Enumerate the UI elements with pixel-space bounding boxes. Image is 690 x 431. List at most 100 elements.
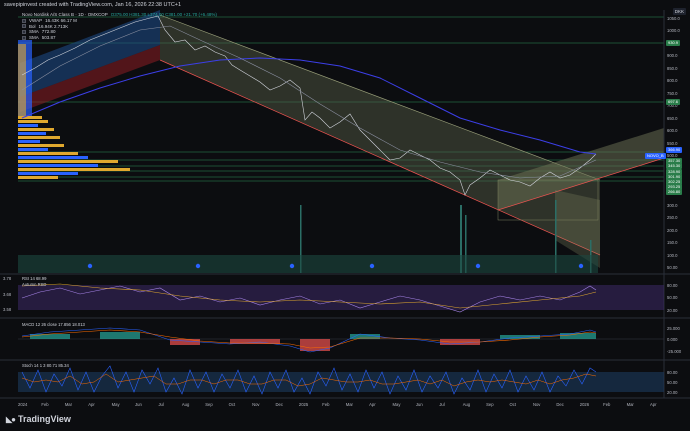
price-level-tag[interactable]: 293.25 — [666, 184, 683, 190]
time-tick: 2024 — [18, 402, 28, 407]
stoch-band — [18, 372, 664, 392]
projection-zone — [555, 190, 600, 268]
tradingview-logo[interactable]: ◣● TradingView — [6, 414, 71, 424]
stoch-right-tick: 50.00 — [667, 380, 678, 385]
macd-signal-line[interactable] — [21, 329, 597, 349]
event-markers[interactable] — [87, 263, 584, 269]
rising-channel-upper[interactable] — [20, 10, 160, 97]
price-tick: 1000.0 — [667, 28, 680, 34]
rsi-line[interactable] — [21, 285, 597, 313]
legend-row[interactable]: Bol 16.94K 2.713K — [22, 24, 217, 30]
volume-profile — [18, 40, 130, 179]
time-tick: Dec — [275, 402, 283, 407]
price-level-tag[interactable]: 930.9 — [666, 40, 681, 46]
price-level-tag[interactable]: 345.30 — [666, 163, 683, 169]
falling-channel[interactable] — [160, 15, 600, 255]
legend-panel: Novo Nordisk A/S Class B · 1D · OMXCOP O… — [22, 12, 217, 41]
price-tick: 850.0 — [667, 65, 678, 71]
price-tick: 550.0 — [667, 140, 678, 146]
time-tick: Feb — [41, 402, 49, 407]
time-tick: Jun — [415, 402, 423, 407]
tradingview-mark-icon: ◣● — [6, 414, 16, 424]
eye-icon — [22, 18, 26, 23]
legend-row[interactable]: SMA 772.80 — [22, 29, 217, 35]
macd-line[interactable] — [21, 327, 597, 353]
chart-credit: savepipinvest created with TradingView.c… — [4, 2, 182, 8]
eye-icon — [22, 36, 26, 41]
sma-slow-line[interactable] — [21, 57, 597, 155]
price-tick: 500.0 — [667, 152, 678, 158]
rsi-right-tick: 50.00 — [667, 295, 678, 300]
price-tick: 250.0 — [667, 215, 678, 221]
time-tick: Dec — [556, 402, 564, 407]
currency-badge[interactable]: DKK — [672, 8, 686, 15]
price-tick: 600.0 — [667, 128, 678, 134]
price-level-tag[interactable]: 301.90 — [666, 174, 683, 180]
price-level-tag[interactable]: 366.90 — [666, 147, 683, 153]
rsi-sub-label: Autumn RSD — [22, 282, 47, 287]
eye-icon — [22, 30, 26, 35]
pane-separators[interactable] — [0, 10, 690, 399]
price-level-tag[interactable]: 266.80 — [666, 189, 683, 195]
time-tick: Oct — [228, 402, 236, 407]
time-tick: Apr — [88, 402, 95, 407]
rsi-left-tick: 3.58 — [3, 307, 12, 312]
time-tick: Sep — [486, 402, 494, 407]
rsi-ma-line[interactable] — [21, 283, 597, 309]
price-tick: 200.0 — [667, 227, 678, 233]
rsi-label[interactable]: RSI 14 68.99 — [22, 276, 47, 281]
price-tick: 750.0 — [667, 90, 678, 96]
time-tick: Jul — [439, 402, 445, 407]
macd-label[interactable]: MACD 12 26 close 17.856 18.013 — [22, 322, 85, 327]
time-tick: Jul — [158, 402, 164, 407]
stoch-right-tick: 80.00 — [667, 370, 678, 375]
price-tick: 1050.0 — [667, 16, 680, 21]
price-level-tag[interactable]: 697.6 — [666, 99, 681, 105]
stoch-d-line[interactable] — [21, 373, 597, 387]
symbol-name[interactable]: Novo Nordisk A/S Class B · 1D · OMXCOP — [22, 12, 108, 17]
price-tick: 900.0 — [667, 53, 678, 59]
price-tick: 300.0 — [667, 202, 678, 208]
time-tick: Nov — [252, 402, 260, 407]
price-series[interactable] — [21, 15, 597, 196]
rising-channel-lower[interactable] — [20, 45, 160, 112]
time-tick: 2025 — [298, 402, 309, 407]
price-level-tag[interactable]: 357.30 — [666, 158, 683, 164]
price-tick: 650.0 — [667, 115, 678, 121]
time-tick: Mar — [626, 402, 634, 407]
time-tick: Apr — [369, 402, 376, 407]
eye-icon — [22, 24, 26, 29]
time-tick: Oct — [509, 402, 517, 407]
time-tick: Jun — [135, 402, 142, 407]
time-tick: May — [392, 402, 401, 407]
price-level-tag[interactable]: 302.25 — [666, 179, 683, 185]
price-tick: 100.0 — [667, 252, 678, 258]
time-tick: Sep — [205, 402, 213, 407]
price-level-tag[interactable]: 328.90 — [666, 169, 683, 175]
stoch-k-line[interactable] — [21, 365, 597, 395]
falling-channel-upper-line — [159, 14, 601, 181]
ohlc-values: O375.00 H381.30 L374.00 C381.00 +21.70 (… — [110, 12, 217, 17]
projection-box[interactable] — [497, 179, 599, 221]
price-tick: 800.0 — [667, 78, 678, 84]
time-tick: Aug — [462, 402, 471, 407]
time-tick: Aug — [181, 402, 190, 407]
legend-row[interactable]: VWAP 16.43K 66.17 M — [22, 18, 217, 24]
macd-right-tick: -25.000 — [667, 349, 682, 354]
falling-channel-lower-line — [159, 59, 601, 256]
rsi-left-tick: 3.78 — [3, 276, 12, 281]
time-tick: Nov — [532, 402, 541, 407]
rsi-left-tick: 3.68 — [3, 292, 12, 297]
rising-channel-right[interactable] — [498, 128, 664, 210]
sma-fast-line[interactable] — [21, 25, 597, 179]
macd-right-tick: 25.000 — [667, 326, 680, 331]
time-tick: Apr — [650, 402, 657, 407]
stoch-label[interactable]: Stoch 14 1 3 80.71 85.34 — [22, 363, 69, 368]
legend-row[interactable]: SMA 503.87 — [22, 35, 217, 41]
price-level-tag[interactable]: NOVO_B — [645, 153, 666, 159]
price-tick: 50.00 — [667, 265, 678, 270]
price-tick: 150.0 — [667, 240, 678, 246]
rsi-right-tick: 80.00 — [667, 283, 678, 288]
